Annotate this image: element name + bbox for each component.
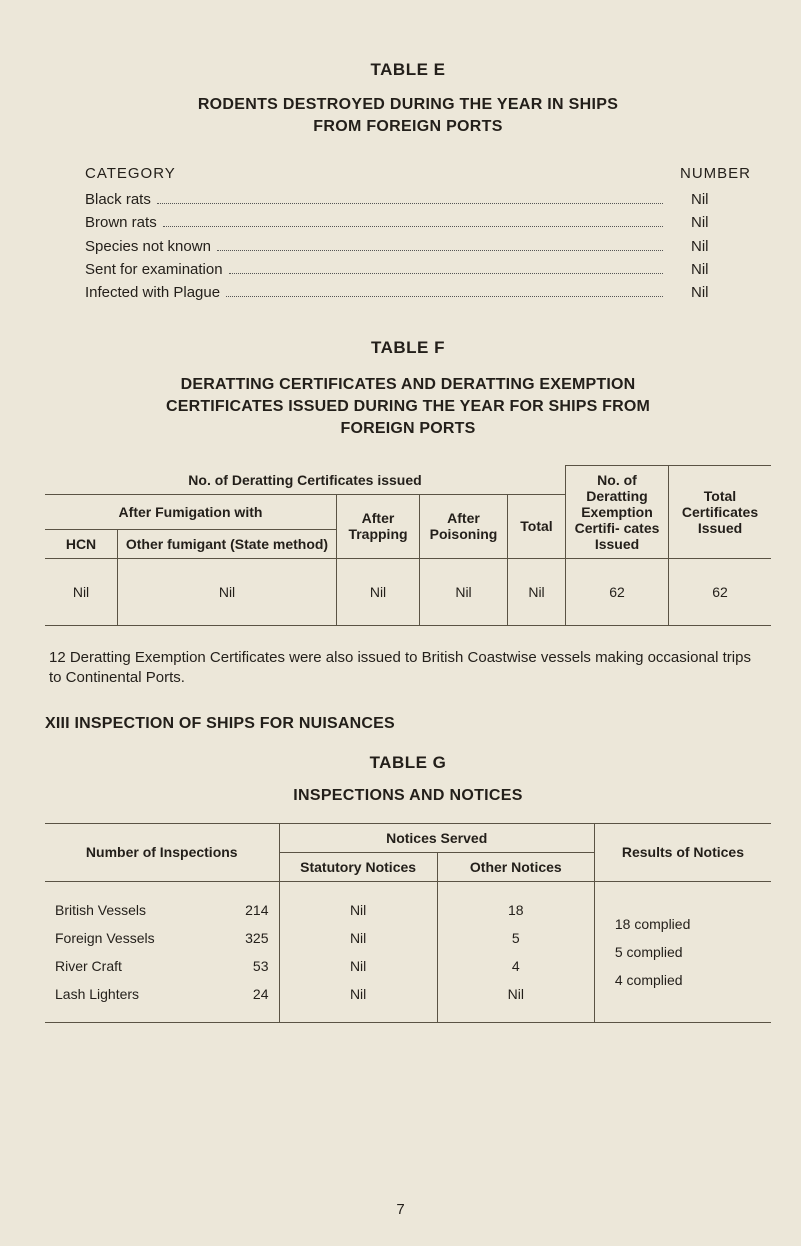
- table-row: Nil Nil Nil Nil Nil 62 62: [45, 559, 771, 626]
- table-g-subtitle: INSPECTIONS AND NOTICES: [45, 787, 771, 805]
- dot-leader: [217, 249, 663, 251]
- tg-stat: Nil: [290, 896, 427, 924]
- tf-cell: Nil: [118, 559, 337, 626]
- tf-cell: Nil: [45, 559, 118, 626]
- category-row: Infected with Plague Nil: [85, 281, 751, 304]
- table-e-subtitle: RODENTS DESTROYED DURING THE YEAR IN SHI…: [45, 94, 771, 137]
- tf-head-totcert: Total Certificates Issued: [669, 466, 772, 559]
- category-label: Brown rats: [85, 211, 157, 234]
- category-label: Sent for examination: [85, 258, 223, 281]
- tg-label: British Vessels: [55, 896, 219, 924]
- tg-stat: Nil: [290, 980, 427, 1008]
- document-page: TABLE E RODENTS DESTROYED DURING THE YEA…: [0, 0, 801, 1246]
- category-row: Species not known Nil: [85, 235, 751, 258]
- tg-stat: Nil: [290, 924, 427, 952]
- tf-head-top: No. of Deratting Certificates issued: [45, 466, 566, 495]
- table-row: British Vessels214 Foreign Vessels325 Ri…: [45, 881, 771, 1022]
- tf-head-poison: After Poisoning: [420, 494, 508, 559]
- table-f-sub-l2: CERTIFICATES ISSUED DURING THE YEAR FOR …: [166, 398, 650, 415]
- tg-head-results: Results of Notices: [594, 823, 771, 881]
- tg-other: 4: [448, 952, 584, 980]
- dot-leader: [229, 272, 663, 274]
- category-value: Nil: [669, 235, 751, 258]
- tg-label: Lash Lighters: [55, 980, 219, 1008]
- category-label: Black rats: [85, 188, 151, 211]
- category-row: Brown rats Nil: [85, 211, 751, 234]
- tg-label: River Craft: [55, 952, 219, 980]
- table-f-sub-l1: DERATTING CERTIFICATES AND DERATTING EXE…: [181, 376, 636, 393]
- tf-cell: 62: [566, 559, 669, 626]
- tg-stat: Nil: [290, 952, 427, 980]
- tg-head-stat: Statutory Notices: [279, 852, 437, 881]
- tg-result: 5 complied: [615, 938, 761, 966]
- tg-other: 18: [448, 896, 584, 924]
- table-f: No. of Deratting Certificates issued No.…: [45, 465, 771, 626]
- tf-head-fum: After Fumigation with: [45, 494, 337, 530]
- tg-count: 24: [219, 980, 269, 1008]
- table-e-sub-l2: FROM FOREIGN PORTS: [313, 118, 502, 135]
- tg-count: 325: [219, 924, 269, 952]
- tf-cell: 62: [669, 559, 772, 626]
- table-f-note: 12 Deratting Exemption Certificates were…: [45, 648, 771, 689]
- category-value: Nil: [669, 188, 751, 211]
- tf-head-trap: After Trapping: [337, 494, 420, 559]
- category-value: Nil: [669, 258, 751, 281]
- dot-leader: [157, 202, 663, 204]
- tf-head-exempt: No. of Deratting Exemption Certifi- cate…: [566, 466, 669, 559]
- tg-stat-cell: Nil Nil Nil Nil: [279, 881, 437, 1022]
- table-e-title: TABLE E: [45, 60, 771, 80]
- tg-results-cell: 18 complied 5 complied 4 complied: [594, 881, 771, 1022]
- tg-head-number: Number of Inspections: [45, 823, 279, 881]
- tg-head-other: Other Notices: [437, 852, 594, 881]
- tg-head-served: Notices Served: [279, 823, 594, 852]
- category-value: Nil: [669, 211, 751, 234]
- category-value: Nil: [669, 281, 751, 304]
- tg-other: 5: [448, 924, 584, 952]
- category-head-left: CATEGORY: [85, 165, 176, 182]
- category-row: Sent for examination Nil: [85, 258, 751, 281]
- tg-label: Foreign Vessels: [55, 924, 219, 952]
- dot-leader: [163, 225, 663, 227]
- tg-result: 18 complied: [615, 910, 761, 938]
- tf-head-hcn: HCN: [45, 530, 118, 559]
- category-label: Infected with Plague: [85, 281, 220, 304]
- tf-head-other: Other fumigant (State method): [118, 530, 337, 559]
- tg-other-cell: 18 5 4 Nil: [437, 881, 594, 1022]
- category-header: CATEGORY NUMBER: [85, 165, 751, 182]
- tg-count: 214: [219, 896, 269, 924]
- category-head-right: NUMBER: [680, 165, 751, 182]
- tf-head-total: Total: [508, 494, 566, 559]
- table-g-title: TABLE G: [45, 753, 771, 773]
- tg-result: 4 complied: [615, 966, 761, 994]
- section-xiii-title: XIII INSPECTION OF SHIPS FOR NUISANCES: [45, 715, 771, 733]
- tf-cell: Nil: [420, 559, 508, 626]
- table-g: Number of Inspections Notices Served Res…: [45, 823, 771, 1023]
- page-number: 7: [0, 1201, 801, 1218]
- tg-other: Nil: [448, 980, 584, 1008]
- tg-inspections-cell: British Vessels214 Foreign Vessels325 Ri…: [45, 881, 279, 1022]
- dot-leader: [226, 295, 663, 297]
- table-f-subtitle: DERATTING CERTIFICATES AND DERATTING EXE…: [45, 374, 771, 439]
- category-label: Species not known: [85, 235, 211, 258]
- category-row: Black rats Nil: [85, 188, 751, 211]
- table-f-title: TABLE F: [45, 338, 771, 358]
- category-block: CATEGORY NUMBER Black rats Nil Brown rat…: [45, 165, 771, 304]
- table-f-sub-l3: FOREIGN PORTS: [340, 420, 475, 437]
- tg-count: 53: [219, 952, 269, 980]
- tf-cell: Nil: [508, 559, 566, 626]
- table-e-sub-l1: RODENTS DESTROYED DURING THE YEAR IN SHI…: [198, 96, 618, 113]
- tf-cell: Nil: [337, 559, 420, 626]
